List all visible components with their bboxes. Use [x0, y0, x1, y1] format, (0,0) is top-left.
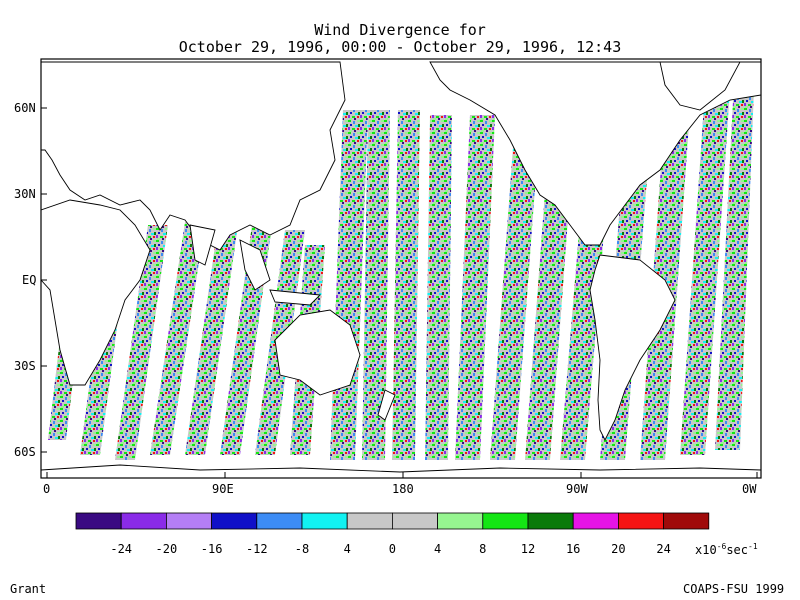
lon-label-90e: 90E	[212, 482, 234, 496]
colorbar-tick-label: -8	[294, 542, 310, 556]
colorbar-tick-label: 16	[565, 542, 581, 556]
colorbar-tick-label: 4	[343, 542, 351, 556]
colorbar-swatch	[618, 512, 665, 530]
lon-label-90w: 90W	[566, 482, 588, 496]
lon-label-180: 180	[392, 482, 414, 496]
lat-label-30s: 30S	[14, 359, 36, 373]
coastlines	[41, 61, 761, 478]
lat-label-60s: 60S	[14, 445, 36, 459]
map-frame	[40, 58, 762, 479]
colorbar	[75, 512, 710, 530]
colorbar-swatch	[165, 512, 212, 530]
colorbar-swatch	[437, 512, 484, 530]
lon-label-0: 0	[43, 482, 51, 496]
colorbar-tick-label: 24	[656, 542, 671, 556]
colorbar-tick-label: -20	[155, 542, 178, 556]
colorbar-swatch	[572, 512, 619, 530]
footer-author: Grant	[10, 582, 47, 596]
swath-layer	[41, 61, 761, 478]
colorbar-swatch	[301, 512, 348, 530]
footer-credit: COAPS-FSU 1999	[683, 582, 785, 596]
colorbar-tick-label: 12	[520, 542, 536, 556]
colorbar-swatch	[120, 512, 167, 530]
colorbar-unit: x10-6sec-1	[695, 542, 758, 557]
colorbar-tick-label: 20	[611, 542, 626, 556]
colorbar-swatch	[527, 512, 574, 530]
colorbar-tick-label: 4	[433, 542, 442, 556]
colorbar-tick-label: -16	[200, 542, 223, 556]
lat-label-30n: 30N	[14, 187, 36, 201]
colorbar-swatch	[75, 512, 122, 530]
colorbar-swatch	[391, 512, 438, 530]
colorbar-tick-label: 8	[479, 542, 487, 556]
map-subtitle: October 29, 1996, 00:00 - October 29, 19…	[178, 38, 622, 56]
colorbar-swatch	[482, 512, 529, 530]
lat-label-60n: 60N	[14, 101, 36, 115]
colorbar-tick-label: -24	[110, 542, 133, 556]
axis-ticks	[41, 107, 758, 478]
map-title: Wind Divergence for	[314, 21, 486, 39]
lat-label-eq: EQ	[22, 273, 37, 287]
colorbar-tick-label: -12	[245, 542, 268, 556]
lon-label-0w: 0W	[742, 482, 757, 496]
colorbar-swatch	[256, 512, 303, 530]
colorbar-swatch	[346, 512, 393, 530]
colorbar-swatch	[663, 512, 710, 530]
colorbar-tick-label: 0	[388, 542, 396, 556]
colorbar-swatch	[211, 512, 258, 530]
